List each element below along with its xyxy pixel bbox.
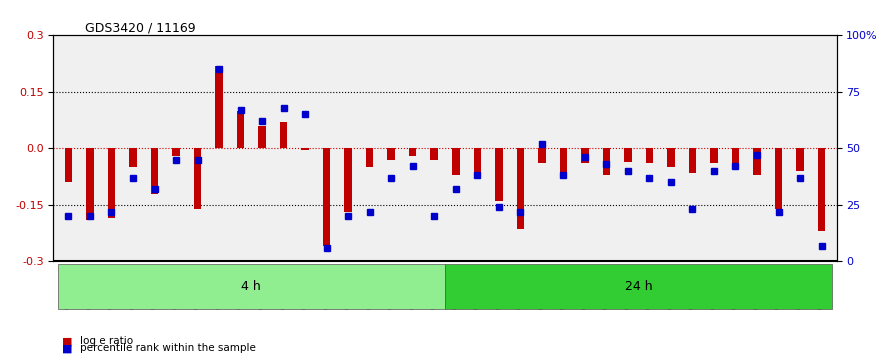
Bar	[366, 148, 374, 167]
Bar	[516, 148, 524, 229]
Bar	[774, 148, 782, 209]
Bar	[668, 148, 675, 167]
Bar	[237, 111, 245, 148]
Text: ■: ■	[62, 336, 73, 346]
Text: GDS3420 / 11169: GDS3420 / 11169	[85, 21, 195, 34]
Text: time: time	[0, 353, 1, 354]
Bar	[129, 148, 137, 167]
Bar	[645, 148, 653, 164]
Bar	[753, 148, 761, 175]
Bar	[258, 126, 266, 148]
Bar	[689, 148, 696, 173]
Bar	[797, 148, 804, 171]
Bar	[65, 148, 72, 182]
Text: log e ratio: log e ratio	[80, 336, 134, 346]
Bar	[538, 148, 546, 164]
Text: 4 h: 4 h	[241, 280, 262, 293]
Bar	[108, 148, 116, 218]
Bar	[581, 148, 588, 164]
Text: ■: ■	[62, 343, 73, 353]
Bar	[473, 148, 481, 173]
Bar	[215, 65, 222, 148]
Bar	[818, 148, 825, 231]
Bar	[603, 148, 611, 175]
Bar	[560, 148, 567, 173]
Bar	[710, 148, 717, 164]
Bar	[624, 148, 632, 161]
FancyBboxPatch shape	[58, 264, 445, 309]
Bar	[279, 122, 287, 148]
Bar	[173, 148, 180, 156]
Bar	[495, 148, 503, 201]
Bar	[323, 148, 330, 246]
Bar	[409, 148, 417, 156]
Bar	[387, 148, 395, 160]
Bar	[344, 148, 352, 212]
Bar	[86, 148, 93, 220]
Bar	[302, 148, 309, 150]
Text: percentile rank within the sample: percentile rank within the sample	[80, 343, 256, 353]
Bar	[150, 148, 158, 194]
Bar	[194, 148, 201, 209]
Bar	[452, 148, 459, 175]
Text: 24 h: 24 h	[625, 280, 652, 293]
Bar	[431, 148, 438, 160]
FancyBboxPatch shape	[445, 264, 832, 309]
Bar	[732, 148, 740, 164]
